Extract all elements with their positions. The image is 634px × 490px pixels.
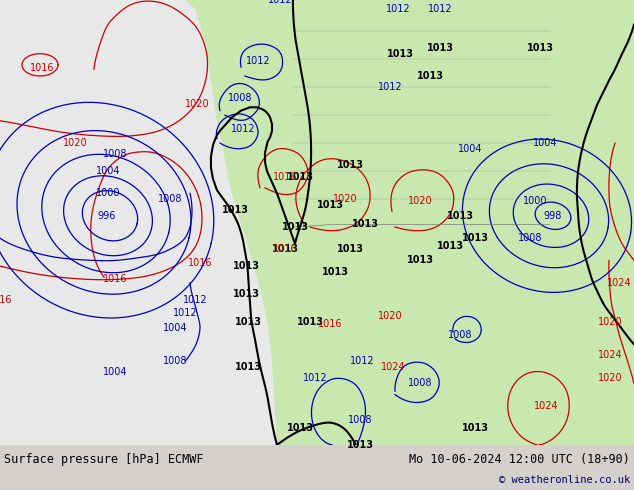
Text: 1013: 1013: [221, 205, 249, 215]
Text: 1016: 1016: [318, 319, 342, 329]
Text: 1016: 1016: [273, 172, 297, 182]
Text: 1008: 1008: [103, 149, 127, 159]
Text: 1016: 1016: [188, 258, 212, 268]
Text: 1013: 1013: [526, 43, 553, 53]
Text: 1013: 1013: [235, 362, 261, 372]
Text: 1016: 1016: [103, 274, 127, 285]
Text: 1008: 1008: [448, 330, 472, 341]
Text: 1013: 1013: [233, 289, 259, 299]
Text: Mo 10-06-2024 12:00 UTC (18+90): Mo 10-06-2024 12:00 UTC (18+90): [409, 453, 630, 466]
Text: Surface pressure [hPa] ECMWF: Surface pressure [hPa] ECMWF: [4, 453, 204, 466]
Polygon shape: [185, 0, 634, 445]
Text: 1004: 1004: [103, 368, 127, 377]
Text: 1013: 1013: [462, 423, 489, 433]
Text: 1008: 1008: [348, 416, 372, 425]
Text: 1020: 1020: [63, 138, 87, 148]
Text: © weatheronline.co.uk: © weatheronline.co.uk: [499, 475, 630, 485]
Text: 1020: 1020: [598, 317, 623, 327]
Text: 1013: 1013: [446, 211, 474, 221]
Text: 1024: 1024: [380, 362, 405, 372]
Text: 1012: 1012: [302, 373, 327, 383]
Text: 998: 998: [544, 211, 562, 221]
Text: 1020: 1020: [333, 194, 358, 204]
Text: 1013: 1013: [417, 71, 444, 81]
Text: 1013: 1013: [321, 267, 349, 277]
Text: 1013: 1013: [297, 317, 323, 327]
Text: 1013: 1013: [235, 317, 261, 327]
Text: 1013: 1013: [347, 440, 373, 450]
Text: 1013: 1013: [387, 49, 413, 59]
Text: 1024: 1024: [598, 350, 623, 361]
Text: 1012: 1012: [428, 4, 452, 14]
Text: 1013: 1013: [351, 219, 378, 228]
Text: 1008: 1008: [228, 94, 252, 103]
Text: 1024: 1024: [607, 278, 631, 288]
Text: 1013: 1013: [271, 245, 299, 254]
Text: 1000: 1000: [523, 196, 547, 206]
Text: 1004: 1004: [458, 144, 482, 154]
Text: 1020: 1020: [184, 99, 209, 109]
Text: 1016: 1016: [0, 294, 12, 305]
Text: 1016: 1016: [30, 63, 55, 73]
Text: 1004: 1004: [533, 138, 557, 148]
Text: 1012: 1012: [385, 4, 410, 14]
Text: 1013: 1013: [233, 261, 259, 271]
Text: 1012: 1012: [172, 308, 197, 318]
Text: 1012: 1012: [378, 82, 403, 92]
Text: 1024: 1024: [534, 401, 559, 411]
Text: 1013: 1013: [287, 423, 313, 433]
Text: 1013: 1013: [406, 255, 434, 266]
Text: 1008: 1008: [163, 356, 187, 366]
Text: 1013: 1013: [427, 43, 453, 53]
Text: 1012: 1012: [350, 356, 374, 366]
Text: 1013: 1013: [316, 199, 344, 210]
Text: 1020: 1020: [408, 196, 432, 206]
Text: 1013: 1013: [462, 233, 489, 243]
Text: 1012: 1012: [246, 56, 270, 67]
Text: 1012: 1012: [268, 0, 292, 5]
Text: 1020: 1020: [378, 311, 403, 321]
Text: 1016: 1016: [273, 245, 297, 254]
Text: 1013: 1013: [281, 222, 309, 232]
Text: 1004: 1004: [163, 322, 187, 333]
Text: 1013: 1013: [337, 245, 363, 254]
Text: 1008: 1008: [408, 378, 432, 389]
Text: 1013: 1013: [287, 172, 313, 182]
Text: 1013: 1013: [436, 241, 463, 251]
Text: 1012: 1012: [183, 294, 207, 305]
Text: 1013: 1013: [337, 160, 363, 171]
Text: 1008: 1008: [518, 233, 542, 243]
Text: 1004: 1004: [96, 166, 120, 176]
Text: 1012: 1012: [231, 123, 256, 134]
Text: 1000: 1000: [96, 188, 120, 198]
Text: 996: 996: [98, 211, 116, 221]
Text: 1008: 1008: [158, 194, 182, 204]
Text: 1020: 1020: [598, 373, 623, 383]
